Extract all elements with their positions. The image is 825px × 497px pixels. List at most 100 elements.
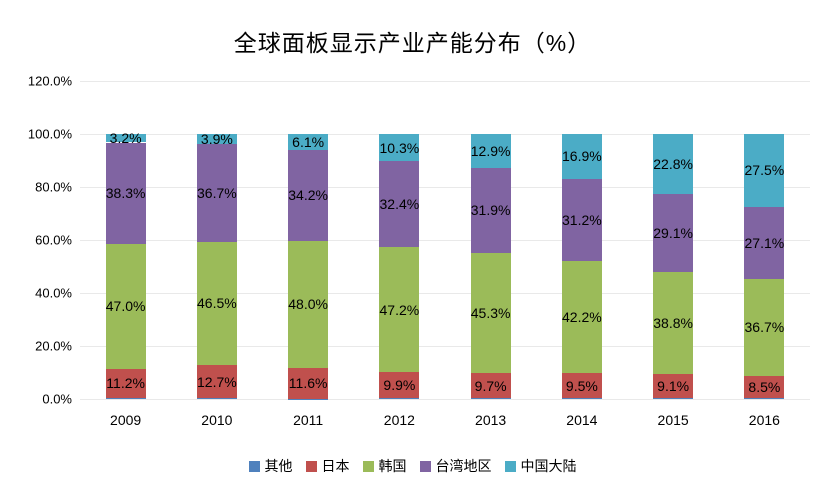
x-axis-label: 2012 — [383, 412, 415, 428]
data-label: 29.1% — [653, 224, 693, 241]
data-label: 27.5% — [744, 162, 785, 179]
data-label: 9.1% — [657, 378, 690, 395]
data-label: 31.2% — [562, 212, 602, 229]
bar-segment-other — [744, 398, 785, 399]
data-label: 36.7% — [197, 184, 237, 201]
legend-swatch-mainland-china — [504, 460, 516, 472]
gridline — [80, 239, 810, 241]
data-label: 47.0% — [105, 298, 146, 315]
gridline — [80, 292, 810, 294]
bar-segment-japan: 9.9% — [379, 372, 420, 399]
bar-segment-other — [379, 398, 420, 399]
data-label: 45.3% — [470, 304, 511, 321]
data-label: 3.9% — [200, 131, 233, 148]
bar-segment-taiwan: 29.1% — [653, 194, 694, 272]
data-label: 6.1% — [292, 134, 325, 151]
bar-segment-mainland-china: 6.1% — [288, 134, 329, 151]
bar-segment-japan: 12.7% — [196, 364, 237, 399]
gridline — [80, 345, 810, 347]
bar-segment-korea: 46.5% — [196, 241, 237, 365]
x-axis-label: 2011 — [293, 412, 324, 428]
legend-item-mainland-china: 中国大陆 — [504, 456, 577, 476]
y-axis-tick-label: 120.0% — [27, 73, 72, 89]
bar-segment-mainland-china: 16.9% — [561, 134, 602, 179]
data-label: 8.5% — [748, 379, 781, 396]
data-label: 46.5% — [197, 295, 237, 312]
bar-segment-taiwan: 36.7% — [196, 144, 237, 242]
bar-segment-japan: 9.1% — [653, 374, 694, 399]
bar-2015: 9.1% 38.8% 29.1% 22.8% — [653, 81, 694, 399]
legend-swatch-taiwan — [419, 460, 431, 472]
y-axis-tick-label: 40.0% — [35, 285, 72, 301]
bar-segment-other — [105, 398, 146, 399]
bar-segment-other — [561, 398, 602, 399]
bar-segment-korea: 47.2% — [379, 247, 420, 373]
data-label: 16.9% — [562, 148, 602, 165]
data-label: 3.2% — [109, 130, 142, 147]
legend-item-japan: 日本 — [305, 456, 350, 476]
data-label: 38.3% — [105, 185, 146, 202]
data-label: 34.2% — [288, 187, 328, 204]
gridline — [80, 133, 810, 135]
bar-segment-japan: 9.7% — [470, 372, 511, 399]
y-axis-tick-label: 0.0% — [42, 391, 72, 407]
legend-item-taiwan: 台湾地区 — [419, 456, 492, 476]
legend-label: 日本 — [321, 458, 350, 474]
data-label: 9.7% — [474, 377, 507, 394]
data-label: 12.7% — [197, 373, 237, 390]
data-label: 32.4% — [379, 196, 420, 213]
gridline — [80, 186, 810, 188]
data-label: 47.2% — [379, 301, 420, 318]
x-axis-label: 2013 — [475, 412, 507, 428]
x-axis-label: 2016 — [748, 412, 780, 428]
legend-label: 其他 — [264, 458, 293, 474]
bar-segment-korea: 45.3% — [470, 252, 511, 373]
data-label: 11.2% — [106, 375, 145, 392]
y-axis-tick-label: 100.0% — [27, 126, 72, 142]
bar-2011: 11.6% 48.0% 34.2% 6.1% — [288, 81, 329, 399]
bar-segment-japan: 8.5% — [744, 375, 785, 399]
bar-segment-mainland-china: 12.9% — [470, 134, 511, 169]
bar-segment-mainland-china: 22.8% — [653, 134, 694, 195]
data-label: 42.2% — [562, 309, 602, 326]
y-axis: 0.0% 20.0% 40.0% 60.0% 80.0% 100.0% 120.0% — [0, 74, 72, 407]
bar-segment-other — [470, 398, 511, 399]
legend-swatch-other — [248, 460, 260, 472]
bar-segment-mainland-china: 27.5% — [744, 134, 785, 207]
bar-2016: 8.5% 36.7% 27.1% 27.5% — [744, 81, 785, 399]
legend-label: 韩国 — [378, 458, 407, 474]
data-label: 12.9% — [470, 143, 511, 160]
bar-segment-taiwan: 31.9% — [470, 168, 511, 253]
data-label: 27.1% — [744, 234, 785, 251]
x-axis-label: 2009 — [110, 412, 142, 428]
data-label: 9.5% — [565, 377, 598, 394]
bar-segment-korea: 48.0% — [288, 240, 329, 368]
data-label: 31.9% — [470, 202, 511, 219]
bar-segment-korea: 38.8% — [653, 271, 694, 375]
x-axis-label: 2014 — [566, 412, 598, 428]
legend-item-korea: 韩国 — [362, 456, 407, 476]
bar-2014: 9.5% 42.2% 31.2% 16.9% — [561, 81, 602, 399]
legend-label: 台湾地区 — [435, 458, 492, 474]
plot-area: 11.2% 47.0% 38.3% 3.2% 12.7% 46.5% 36.7% 3.9% 11… — [80, 80, 810, 400]
legend-swatch-korea — [362, 460, 374, 472]
bar-segment-taiwan: 27.1% — [744, 206, 785, 279]
bar-segment-taiwan: 32.4% — [379, 161, 420, 248]
data-label: 36.7% — [744, 319, 785, 336]
bar-2012: 9.9% 47.2% 32.4% 10.3% — [379, 81, 420, 399]
bar-segment-japan: 9.5% — [561, 373, 602, 399]
x-axis-label: 2010 — [201, 412, 233, 428]
bar-segment-mainland-china: 3.9% — [196, 131, 237, 148]
gridline — [80, 80, 810, 82]
bar-segment-korea: 47.0% — [105, 243, 146, 369]
bar-segment-taiwan: 38.3% — [105, 142, 146, 244]
bar-segment-taiwan: 31.2% — [561, 178, 602, 262]
y-axis-tick-label: 60.0% — [35, 232, 72, 248]
bar-2013: 9.7% 45.3% 31.9% 12.9% — [470, 81, 511, 399]
bar-segment-japan: 11.6% — [288, 368, 329, 399]
data-label: 48.0% — [288, 296, 328, 313]
bar-segment-korea: 42.2% — [561, 261, 602, 374]
bar-segment-mainland-china: 3.2% — [105, 130, 146, 147]
legend: 其他 日本 韩国 台湾地区 中国大陆 — [0, 456, 825, 476]
